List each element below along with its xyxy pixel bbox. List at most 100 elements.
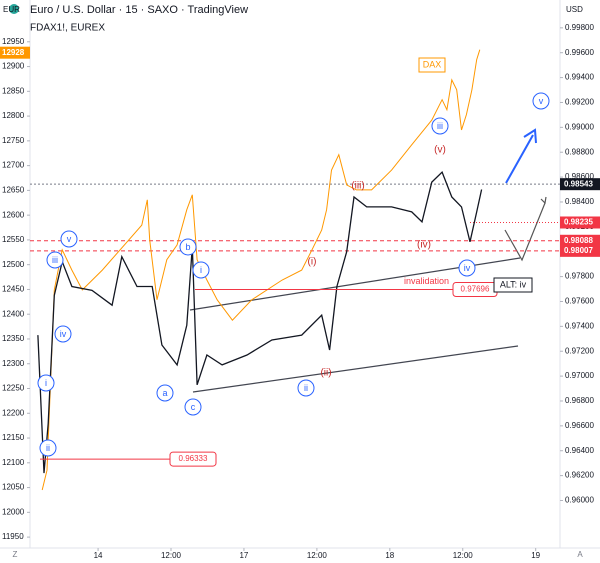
y2-tick-label: 0.96000: [565, 496, 594, 505]
x-tick-label: 18: [385, 551, 394, 560]
arrow: [505, 134, 534, 184]
y2-tick-label: 0.98400: [565, 197, 594, 206]
wave-label: ii: [46, 443, 50, 453]
wave-label: iii: [437, 121, 443, 131]
sub-wave-label: (v): [434, 145, 446, 156]
y-tick-label: 12150: [2, 433, 25, 442]
invalidation-label: invalidation: [404, 276, 449, 286]
x-tick-label: 12:00: [453, 551, 474, 560]
y2-tick-label: 0.98600: [565, 172, 594, 181]
y-tick-label: 12950: [2, 37, 25, 46]
x-tick-label: 14: [94, 551, 103, 560]
y-tick-label: 12400: [2, 309, 25, 318]
chart-subtitle: FDAX1!, EUREX: [30, 23, 105, 34]
y-tick-label: 12250: [2, 384, 25, 393]
y-tick-label: 12300: [2, 359, 25, 368]
wave-label: v: [67, 234, 72, 244]
y-tick-label: 12350: [2, 334, 25, 343]
price-box-label: 0.97696: [461, 285, 490, 294]
alt-path: [504, 202, 546, 262]
x-tick-label: 12:00: [307, 551, 328, 560]
wave-label: v: [539, 96, 544, 106]
axis-price-box: [560, 178, 600, 191]
y2-axis-label: USD: [566, 5, 583, 14]
dax-label: DAX: [423, 59, 442, 69]
wave-circle: [297, 379, 315, 397]
axis-price-label: 0.98088: [564, 236, 593, 245]
price-box: [169, 451, 217, 467]
y2-tick-label: 0.96600: [565, 421, 594, 430]
axis-price-box: [0, 46, 30, 59]
wave-circle: [46, 251, 64, 269]
y2-tick-label: 0.96400: [565, 446, 594, 455]
y-tick-label: 12750: [2, 136, 25, 145]
series-line: [41, 49, 481, 491]
y2-tick-label: 0.97400: [565, 321, 594, 330]
axis-price-box: [560, 216, 600, 229]
wave-circle: [54, 325, 72, 343]
y2-tick-label: 0.99400: [565, 73, 594, 82]
y2-tick-label: 0.99600: [565, 48, 594, 57]
axis-price-box: [560, 244, 600, 257]
sub-wave-label: (iv): [417, 240, 431, 251]
y-tick-label: 12850: [2, 86, 25, 95]
y2-tick-label: 0.99800: [565, 23, 594, 32]
wave-circle: [532, 92, 550, 110]
scale-button[interactable]: A: [577, 550, 583, 559]
y2-tick-label: 0.97600: [565, 297, 594, 306]
wave-circle: [431, 117, 449, 135]
y2-tick-label: 0.97800: [565, 272, 594, 281]
y2-tick-label: 0.97000: [565, 371, 594, 380]
sub-wave-label: (i): [308, 257, 317, 268]
y2-tick-label: 0.99000: [565, 122, 594, 131]
sub-wave-label: (iii): [351, 181, 364, 192]
y-tick-label: 11950: [2, 532, 24, 541]
wave-circle: [192, 261, 210, 279]
wave-label: b: [185, 242, 190, 252]
wave-circle: [37, 374, 55, 392]
wave-label: a: [162, 388, 167, 398]
wave-circle: [60, 230, 78, 248]
y-tick-label: 12650: [2, 185, 25, 194]
status-dot: [9, 4, 19, 14]
wave-circle: [184, 398, 202, 416]
y-tick-label: 12200: [2, 408, 25, 417]
y-tick-label: 12800: [2, 111, 25, 120]
axis-price-label: 0.98007: [564, 246, 593, 255]
wave-label: iv: [60, 329, 67, 339]
y-tick-label: 12600: [2, 210, 25, 219]
x-tick-label: 17: [239, 551, 248, 560]
wave-label: i: [45, 378, 47, 388]
scale-button[interactable]: Z: [13, 550, 18, 559]
price-box-label: 0.96333: [179, 454, 208, 463]
wave-circle: [458, 259, 476, 277]
wave-label: ii: [304, 383, 308, 393]
axis-price-label: 12928: [2, 48, 25, 57]
y-tick-label: 12700: [2, 161, 25, 170]
y-tick-label: 12050: [2, 483, 25, 492]
axis-price-label: 0.98543: [564, 179, 593, 188]
y2-tick-label: 0.99200: [565, 98, 594, 107]
wave-label: iv: [464, 263, 471, 273]
y-tick-label: 12500: [2, 260, 25, 269]
y2-tick-label: 0.98800: [565, 147, 594, 156]
y-tick-label: 12100: [2, 458, 25, 467]
sub-wave-label: (ii): [320, 368, 331, 379]
y-tick-label: 12550: [2, 235, 25, 244]
wave-label: c: [191, 402, 196, 412]
y2-tick-label: 0.96800: [565, 396, 594, 405]
y2-tick-label: 0.97200: [565, 346, 594, 355]
arrow-head: [523, 128, 537, 144]
wave-label: i: [200, 265, 202, 275]
trendline: [192, 345, 519, 393]
y-axis-label: EUR: [3, 5, 20, 14]
axis-price-label: 0.98235: [564, 218, 593, 227]
y2-tick-label: 0.96200: [565, 471, 594, 480]
y-tick-label: 12450: [2, 285, 25, 294]
wave-label: iii: [52, 255, 58, 265]
wave-circle: [39, 439, 57, 457]
x-tick-label: 12:00: [161, 551, 182, 560]
wave-circle: [179, 238, 197, 256]
y-tick-label: 12900: [2, 62, 25, 71]
